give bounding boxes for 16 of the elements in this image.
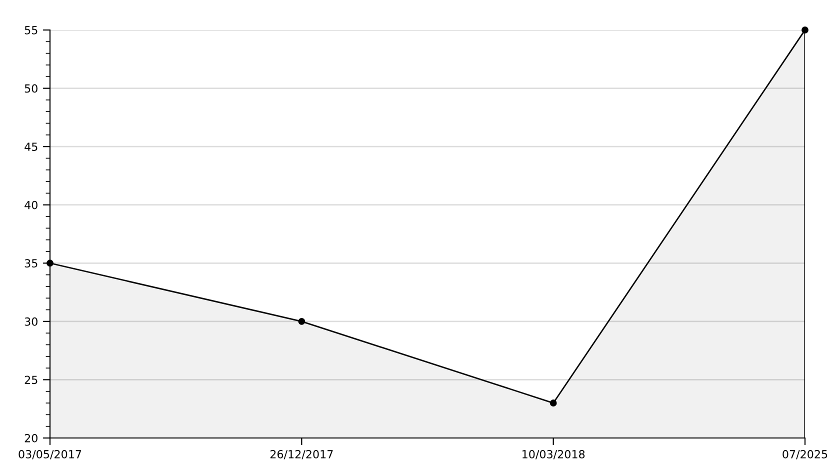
point <box>298 318 306 325</box>
x-tick-label: 07/2025 <box>782 450 828 460</box>
y-tick-label: 45 <box>24 142 38 151</box>
x-tick-label: 10/03/2018 <box>522 450 585 460</box>
y-tick-label: 40 <box>24 200 38 210</box>
point <box>550 400 557 406</box>
point <box>802 26 808 34</box>
y-tick-label: 25 <box>24 376 38 384</box>
y-tick-label: 35 <box>24 259 38 268</box>
x-tick-label: 03/05/2017 <box>18 450 82 460</box>
point <box>46 260 54 267</box>
y-tick-label: 50 <box>24 84 38 93</box>
x-tick-label: 26/12/2017 <box>270 450 333 460</box>
y-tick-label: 55 <box>24 26 38 34</box>
y-tick-label: 20 <box>24 434 38 442</box>
y-tick-label: 30 <box>24 317 38 326</box>
